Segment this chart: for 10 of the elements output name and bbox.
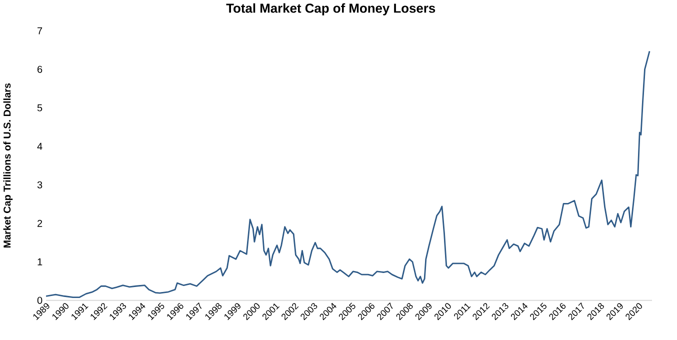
y-tick-label: 7 <box>38 27 42 34</box>
y-tick-label: 1 <box>38 258 42 266</box>
y-tick-label: 3 <box>37 181 42 188</box>
y-tick-label: 6 <box>38 66 42 73</box>
y-tick-label: 4 <box>37 142 42 150</box>
y-axis-title: Market Cap Trillions of U.S. Dollars <box>3 83 13 248</box>
chart-title: Total Market Cap of Money Losers <box>226 3 436 16</box>
y-tick-label: 2 <box>38 220 42 227</box>
y-tick-label: 0 <box>37 296 42 304</box>
y-tick-label: 5 <box>37 104 42 112</box>
